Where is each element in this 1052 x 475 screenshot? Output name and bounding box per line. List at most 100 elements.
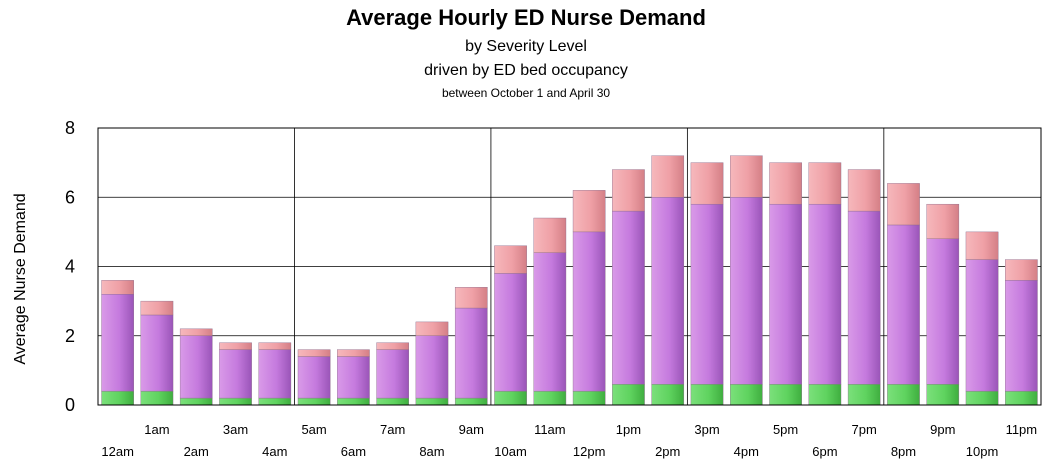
bar-segment	[730, 155, 763, 198]
bar-segment	[258, 349, 292, 399]
bar-segment	[179, 328, 213, 336]
bar-segment	[179, 335, 213, 399]
bar-segment	[690, 162, 724, 205]
bar-segment	[533, 217, 567, 253]
bar-segment	[1005, 259, 1038, 281]
bar-segment	[572, 390, 606, 406]
bar-segment	[612, 210, 645, 385]
y-tick-label: 0	[65, 395, 75, 415]
bar-segment	[219, 397, 252, 406]
bar-segment	[533, 252, 567, 392]
bar-segment	[887, 384, 920, 406]
x-axis-ticks: 12am 1am 2am 3am 4am 5am 6am 7am 8am 9am 10am 11am 1…	[101, 422, 1037, 459]
bar-segment	[690, 203, 724, 385]
chart-subtitle-2: driven by ED bed occupancy	[424, 62, 628, 79]
bar-segment	[494, 390, 527, 406]
bar-segment	[926, 203, 960, 240]
bar-segment	[140, 300, 174, 316]
bar-segment	[454, 307, 488, 399]
bar-segment	[454, 287, 488, 309]
x-tick-label: 3pm	[694, 422, 719, 437]
bar-segment	[651, 197, 685, 385]
x-tick-label: 1pm	[616, 422, 641, 437]
bar-segment	[887, 224, 920, 385]
bar-segment	[376, 349, 409, 399]
y-tick-label: 4	[65, 257, 75, 277]
bar-segment	[415, 335, 449, 399]
bar-segment	[415, 321, 449, 336]
bar-segment	[258, 342, 292, 350]
bar-segment	[926, 384, 960, 406]
bar-segment	[769, 162, 802, 205]
plot-frame	[97, 127, 1042, 406]
bar-segment	[965, 231, 999, 260]
bar-segment	[1005, 390, 1038, 406]
x-tick-label: 2am	[184, 444, 209, 459]
bar-segment	[808, 384, 842, 406]
bar-segment	[651, 155, 685, 198]
x-tick-label: 6pm	[812, 444, 837, 459]
x-tick-label: 4am	[262, 444, 287, 459]
bar-segment	[494, 245, 527, 274]
x-tick-label: 12pm	[573, 444, 606, 459]
bar-segment	[808, 203, 842, 385]
x-tick-label: 11am	[534, 422, 566, 437]
bar-segment	[415, 397, 449, 406]
bar-segment	[533, 390, 567, 406]
x-tick-label: 1am	[144, 422, 169, 437]
bar-segment	[965, 390, 999, 406]
bar-segment	[769, 203, 802, 385]
x-tick-label: 3am	[223, 422, 248, 437]
bar-segment	[847, 210, 881, 385]
chart-title: Average Hourly ED Nurse Demand	[346, 5, 706, 30]
bar-segment	[847, 169, 881, 212]
bar-segment	[690, 384, 724, 406]
bar-segment	[572, 190, 606, 233]
x-tick-label: 5am	[301, 422, 326, 437]
y-axis-ticks: 0 2 4 6 8	[65, 118, 75, 415]
x-tick-label: 8am	[419, 444, 444, 459]
x-tick-label: 7pm	[852, 422, 877, 437]
bar-segment	[808, 162, 842, 205]
bar-segment	[651, 384, 685, 406]
bars	[101, 155, 1038, 406]
bar-segment	[926, 238, 960, 385]
chart-subtitle: by Severity Level	[465, 38, 587, 55]
bar-segment	[258, 397, 292, 406]
x-tick-label: 4pm	[734, 444, 759, 459]
x-tick-label: 10am	[494, 444, 527, 459]
x-tick-label: 12am	[101, 444, 134, 459]
bar-segment	[337, 356, 370, 399]
bar-segment	[101, 390, 134, 406]
y-tick-label: 6	[65, 187, 75, 207]
bar-segment	[337, 349, 370, 357]
bar-segment	[101, 294, 134, 392]
bar-segment	[730, 197, 763, 385]
bar-segment	[179, 397, 213, 406]
bar-segment	[297, 349, 331, 357]
bar-segment	[219, 342, 252, 350]
bar-segment	[140, 314, 174, 392]
x-tick-label: 7am	[380, 422, 405, 437]
y-axis-label: Average Nurse Demand	[12, 193, 29, 364]
bar-segment	[730, 384, 763, 406]
bar-segment	[376, 397, 409, 406]
bar-segment	[612, 384, 645, 406]
bar-segment	[494, 273, 527, 392]
chart-date-range: between October 1 and April 30	[441, 86, 611, 100]
x-tick-label: 9pm	[930, 422, 955, 437]
bar-segment	[101, 280, 134, 295]
x-tick-label: 9am	[459, 422, 484, 437]
bar-segment	[769, 384, 802, 406]
bar-segment	[1005, 280, 1038, 392]
bar-segment	[454, 397, 488, 406]
y-tick-label: 8	[65, 118, 75, 138]
bar-segment	[376, 342, 409, 350]
y-tick-label: 2	[65, 326, 75, 346]
x-tick-label: 2pm	[655, 444, 680, 459]
x-tick-label: 11pm	[1006, 422, 1038, 437]
bar-segment	[965, 259, 999, 392]
x-tick-label: 10pm	[966, 444, 999, 459]
bar-segment	[847, 384, 881, 406]
